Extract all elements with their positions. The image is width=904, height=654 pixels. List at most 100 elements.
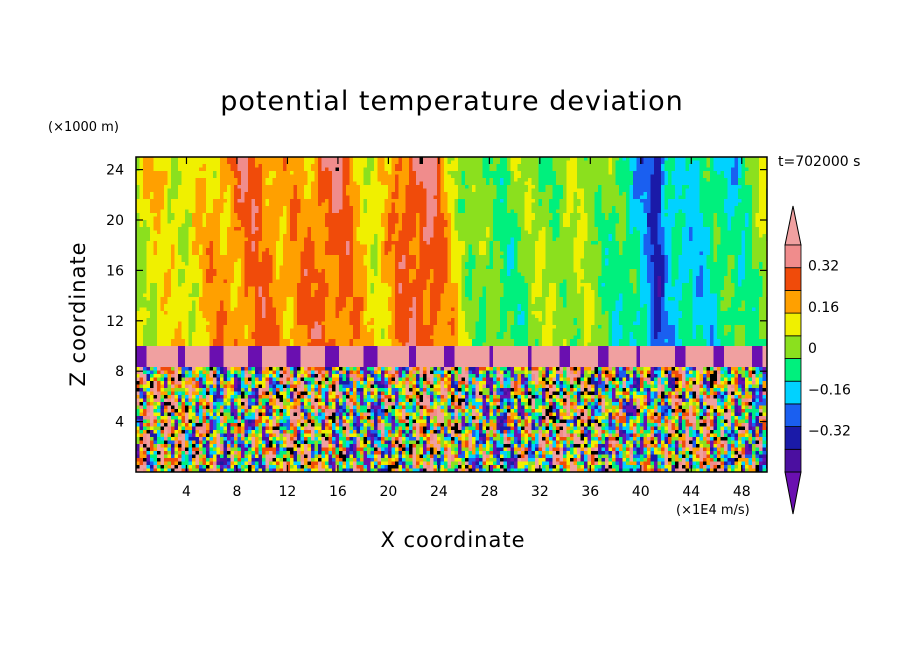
field-cell	[339, 248, 344, 253]
field-cell	[580, 213, 585, 218]
field-cell	[454, 181, 459, 186]
field-cell	[297, 188, 302, 193]
field-cell	[416, 206, 421, 211]
field-cell	[367, 209, 372, 214]
field-cell	[213, 209, 218, 214]
field-cell	[384, 216, 389, 221]
field-cell	[416, 237, 421, 242]
field-cell	[675, 209, 680, 214]
field-cell	[556, 185, 561, 190]
field-cell	[689, 213, 694, 218]
field-cell	[251, 209, 256, 214]
field-cell	[528, 209, 533, 214]
field-cell	[293, 185, 298, 190]
field-cell	[416, 216, 421, 221]
field-cell	[199, 174, 204, 179]
field-cell	[314, 181, 319, 186]
field-cell	[419, 181, 424, 186]
field-cell	[293, 188, 298, 193]
field-cell	[171, 234, 176, 239]
field-cell	[696, 223, 701, 228]
field-cell	[195, 251, 200, 256]
field-cell	[346, 241, 351, 246]
field-cell	[545, 192, 550, 197]
field-cell	[486, 199, 491, 204]
field-cell	[377, 206, 382, 211]
field-cell	[689, 192, 694, 197]
field-cell	[412, 213, 417, 218]
field-cell	[734, 160, 739, 165]
field-cell	[699, 237, 704, 242]
field-cell	[710, 248, 715, 253]
field-cell	[370, 174, 375, 179]
field-cell	[409, 251, 414, 256]
field-cell	[580, 206, 585, 211]
field-cell	[531, 244, 536, 249]
field-cell	[426, 188, 431, 193]
field-cell	[482, 216, 487, 221]
field-cell	[524, 178, 529, 183]
field-cell	[633, 223, 638, 228]
field-cell	[535, 223, 540, 228]
field-cell	[342, 195, 347, 200]
field-cell	[612, 206, 617, 211]
field-cell	[223, 192, 228, 197]
field-cell	[584, 234, 589, 239]
field-cell	[752, 230, 757, 235]
field-cell	[479, 167, 484, 172]
field-cell	[451, 206, 456, 211]
field-cell	[605, 167, 610, 172]
field-cell	[741, 188, 746, 193]
field-cell	[538, 157, 543, 162]
field-cell	[507, 223, 512, 228]
field-cell	[258, 209, 263, 214]
field-cell	[563, 181, 568, 186]
field-cell	[605, 195, 610, 200]
field-cell	[272, 223, 277, 228]
field-cell	[678, 199, 683, 204]
field-cell	[209, 167, 214, 172]
field-cell	[594, 216, 599, 221]
field-cell	[430, 199, 435, 204]
field-cell	[741, 216, 746, 221]
field-cell	[619, 223, 624, 228]
field-cell	[349, 209, 354, 214]
field-cell	[482, 223, 487, 228]
field-cell	[297, 216, 302, 221]
field-cell	[458, 164, 463, 169]
field-cell	[321, 248, 326, 253]
field-cell	[549, 195, 554, 200]
field-cell	[206, 220, 211, 225]
field-cell	[405, 248, 410, 253]
field-cell	[157, 209, 162, 214]
field-cell	[139, 206, 144, 211]
field-cell	[370, 164, 375, 169]
field-cell	[237, 220, 242, 225]
field-cell	[384, 220, 389, 225]
field-cell	[605, 157, 610, 162]
field-cell	[332, 227, 337, 232]
field-cell	[237, 216, 242, 221]
field-cell	[643, 223, 648, 228]
field-cell	[444, 202, 449, 207]
field-cell	[283, 220, 288, 225]
field-cell	[514, 188, 519, 193]
field-cell	[549, 227, 554, 232]
field-cell	[619, 167, 624, 172]
field-cell	[668, 171, 673, 176]
field-cell	[199, 206, 204, 211]
field-cell	[346, 244, 351, 249]
field-cell	[552, 248, 557, 253]
field-cell	[356, 220, 361, 225]
field-cell	[223, 223, 228, 228]
field-cell	[220, 157, 225, 162]
field-cell	[668, 223, 673, 228]
field-cell	[472, 227, 477, 232]
field-cell	[738, 185, 743, 190]
field-cell	[335, 220, 340, 225]
field-cell	[538, 181, 543, 186]
field-cell	[468, 185, 473, 190]
field-cell	[139, 234, 144, 239]
field-cell	[748, 157, 753, 162]
field-cell	[689, 178, 694, 183]
